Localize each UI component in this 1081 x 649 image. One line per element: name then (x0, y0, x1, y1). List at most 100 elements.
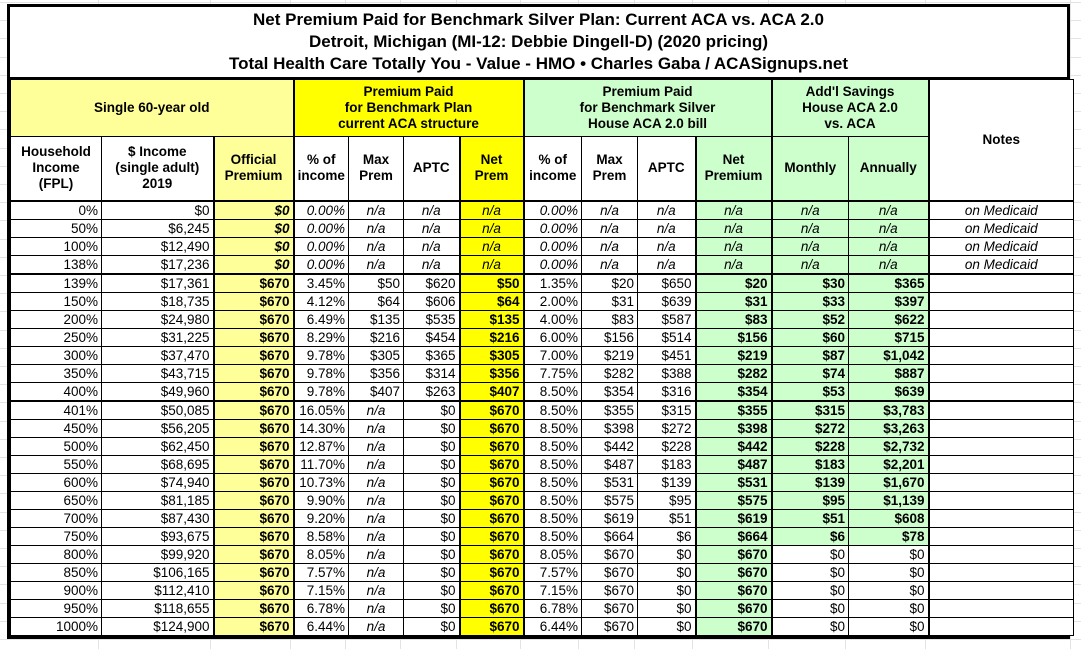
cell-notes[interactable]: on Medicaid (927, 200, 1075, 220)
cell-aca_net[interactable]: $670 (458, 400, 525, 420)
cell-aca2_net[interactable]: $354 (694, 381, 773, 402)
cell-aca_aptc[interactable]: $0 (403, 400, 460, 420)
cell-income[interactable]: $56,205 (101, 418, 214, 438)
cell-aca2_max[interactable]: $442 (581, 436, 639, 456)
cell-notes[interactable] (927, 418, 1075, 438)
cell-aca_pct[interactable]: 8.29% (292, 327, 349, 347)
cell-income[interactable]: $24,980 (101, 309, 214, 329)
group-header-addl-savings[interactable]: Add'l Savings House ACA 2.0 vs. ACA (770, 79, 930, 137)
cell-notes[interactable] (927, 454, 1075, 474)
cell-aca2_pct[interactable]: 2.00% (522, 291, 583, 311)
cell-aca2_max[interactable]: $664 (581, 526, 639, 546)
cell-aca_pct[interactable]: 12.87% (292, 436, 349, 456)
cell-aca2_pct[interactable]: 1.35% (522, 273, 583, 293)
cell-aca_net[interactable]: $670 (458, 508, 525, 528)
cell-annually[interactable]: n/a (848, 254, 930, 275)
cell-aca2_aptc[interactable]: $650 (637, 273, 697, 293)
cell-aca2_max[interactable]: $31 (581, 291, 639, 311)
cell-notes[interactable]: on Medicaid (927, 254, 1075, 275)
cell-monthly[interactable]: n/a (770, 218, 850, 238)
cell-aca2_max[interactable]: n/a (581, 236, 639, 256)
cell-notes[interactable] (927, 381, 1075, 402)
cell-official[interactable]: $670 (212, 544, 294, 564)
cell-annually[interactable]: $1,139 (848, 490, 930, 510)
cell-aca2_aptc[interactable]: $95 (637, 490, 697, 510)
cell-aca2_max[interactable]: $354 (581, 381, 639, 402)
cell-aca_max[interactable]: n/a (348, 454, 404, 474)
cell-monthly[interactable]: $87 (770, 345, 850, 365)
group-header-current-aca[interactable]: Premium Paid for Benchmark Plan current … (292, 79, 525, 137)
cell-fpl[interactable]: 700% (10, 508, 102, 528)
cell-monthly[interactable]: $139 (770, 472, 850, 492)
cell-aca_pct[interactable]: 7.57% (292, 562, 349, 582)
cell-aca_pct[interactable]: 4.12% (292, 291, 349, 311)
cell-aca_aptc[interactable]: $0 (403, 490, 460, 510)
cell-notes[interactable] (927, 616, 1075, 636)
cell-fpl[interactable]: 0% (10, 200, 102, 220)
cell-official[interactable]: $670 (212, 526, 294, 546)
cell-official[interactable]: $670 (212, 381, 294, 402)
cell-monthly[interactable]: n/a (770, 254, 850, 275)
cell-monthly[interactable]: n/a (770, 236, 850, 256)
group-header-aca-2-0[interactable]: Premium Paid for Benchmark Silver House … (522, 79, 773, 137)
cell-aca_net[interactable]: $305 (458, 345, 525, 365)
cell-fpl[interactable]: 150% (10, 291, 102, 311)
cell-monthly[interactable]: $0 (770, 544, 850, 564)
cell-annually[interactable]: $0 (848, 544, 930, 564)
cell-aca2_aptc[interactable]: $272 (637, 418, 697, 438)
cell-monthly[interactable]: $315 (770, 400, 850, 420)
cell-aca2_aptc[interactable]: $0 (637, 616, 697, 636)
cell-fpl[interactable]: 200% (10, 309, 102, 329)
cell-aca_pct[interactable]: 9.78% (292, 345, 349, 365)
cell-aca2_pct[interactable]: 0.00% (522, 218, 583, 238)
cell-aca2_pct[interactable]: 8.50% (522, 454, 583, 474)
cell-aca2_pct[interactable]: 7.57% (522, 562, 583, 582)
cell-aca2_net[interactable]: $282 (694, 363, 773, 383)
cell-annually[interactable]: n/a (848, 236, 930, 256)
cell-aca_max[interactable]: n/a (348, 400, 404, 420)
cell-official[interactable]: $670 (212, 490, 294, 510)
cell-aca2_net[interactable]: $156 (694, 327, 773, 347)
cell-annually[interactable]: $715 (848, 327, 930, 347)
cell-aca2_max[interactable]: $531 (581, 472, 639, 492)
cell-aca_net[interactable]: $670 (458, 418, 525, 438)
cell-official[interactable]: $0 (212, 254, 294, 275)
cell-aca2_pct[interactable]: 6.44% (522, 616, 583, 636)
cell-notes[interactable] (927, 598, 1075, 618)
col-header-aca-net-prem[interactable]: Net Prem (458, 136, 525, 202)
cell-aca2_aptc[interactable]: n/a (637, 236, 697, 256)
cell-aca2_aptc[interactable]: $6 (637, 526, 697, 546)
cell-aca_max[interactable]: n/a (348, 598, 404, 618)
cell-aca2_max[interactable]: $219 (581, 345, 639, 365)
cell-aca2_max[interactable]: $355 (581, 400, 639, 420)
group-header-single-60[interactable]: Single 60-year old (10, 79, 294, 137)
cell-income[interactable]: $112,410 (101, 580, 214, 600)
cell-aca_pct[interactable]: 10.73% (292, 472, 349, 492)
cell-aca2_net[interactable]: $20 (694, 273, 773, 293)
cell-aca2_pct[interactable]: 6.78% (522, 598, 583, 618)
cell-fpl[interactable]: 100% (10, 236, 102, 256)
cell-aca2_pct[interactable]: 7.75% (522, 363, 583, 383)
cell-aca_net[interactable]: $64 (458, 291, 525, 311)
cell-aca2_aptc[interactable]: $451 (637, 345, 697, 365)
cell-monthly[interactable]: $0 (770, 580, 850, 600)
cell-aca_aptc[interactable]: $535 (403, 309, 460, 329)
cell-aca2_net[interactable]: n/a (694, 218, 773, 238)
cell-aca2_pct[interactable]: 8.50% (522, 400, 583, 420)
cell-aca_aptc[interactable]: n/a (403, 218, 460, 238)
cell-aca2_max[interactable]: $670 (581, 580, 639, 600)
cell-notes[interactable] (927, 291, 1075, 311)
cell-aca_aptc[interactable]: $314 (403, 363, 460, 383)
cell-fpl[interactable]: 400% (10, 381, 102, 402)
cell-aca2_max[interactable]: $619 (581, 508, 639, 528)
cell-aca2_pct[interactable]: 7.15% (522, 580, 583, 600)
cell-aca_max[interactable]: n/a (348, 436, 404, 456)
cell-aca2_net[interactable]: $670 (694, 544, 773, 564)
cell-aca2_net[interactable]: $664 (694, 526, 773, 546)
cell-fpl[interactable]: 900% (10, 580, 102, 600)
cell-official[interactable]: $0 (212, 200, 294, 220)
cell-aca2_aptc[interactable]: n/a (637, 254, 697, 275)
cell-fpl[interactable]: 138% (10, 254, 102, 275)
cell-aca_aptc[interactable]: $454 (403, 327, 460, 347)
cell-aca2_net[interactable]: $219 (694, 345, 773, 365)
